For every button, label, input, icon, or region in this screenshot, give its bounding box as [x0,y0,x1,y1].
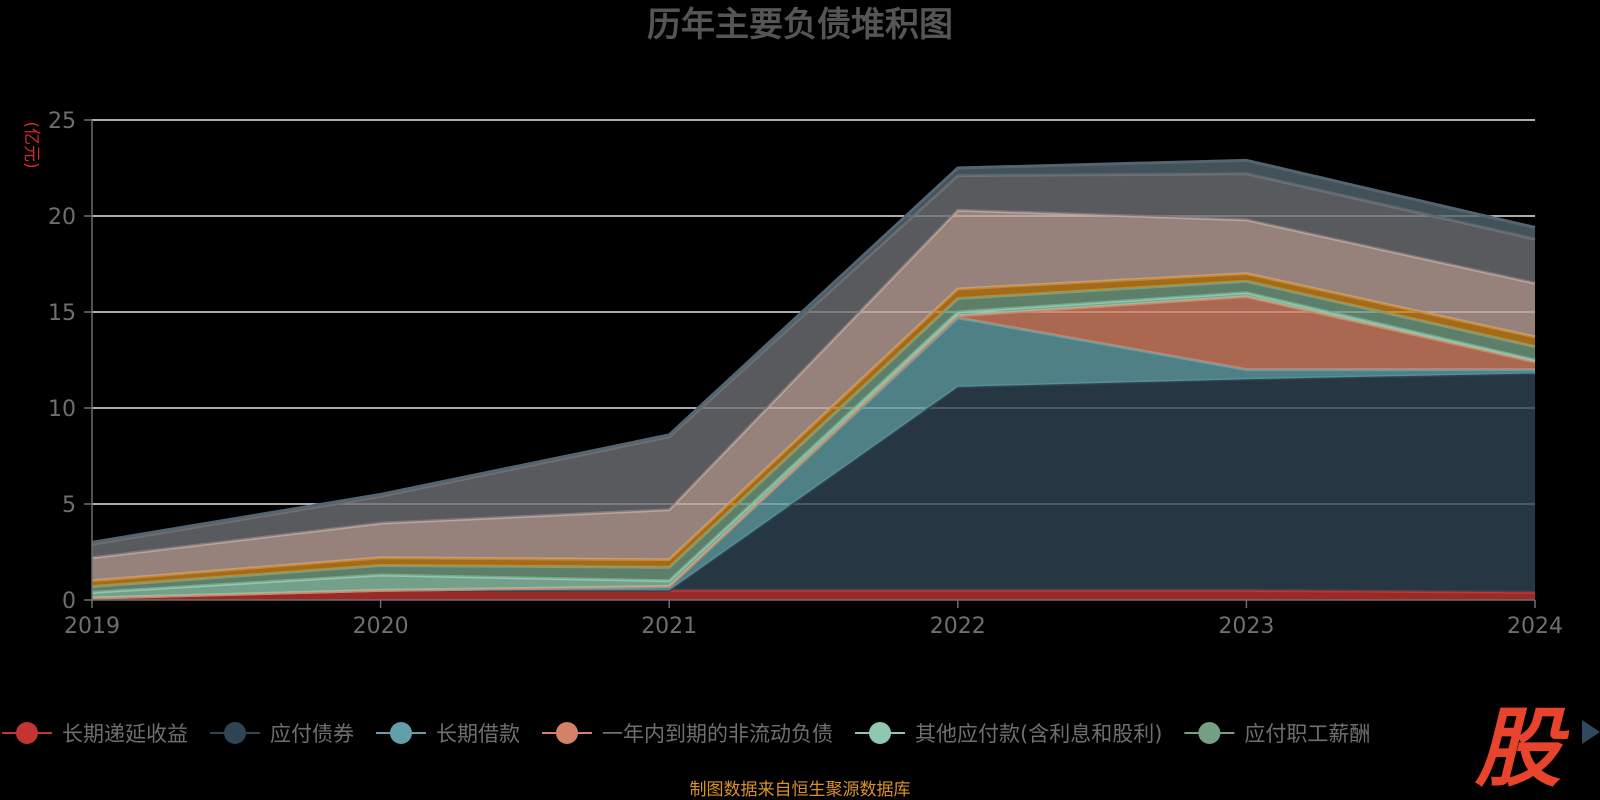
legend-circle-marker [16,722,38,744]
y-tick-label: 5 [62,493,76,518]
y-tick-label: 20 [48,205,76,230]
legend-next-page-icon[interactable] [1582,720,1600,744]
axes: 0 5 10 15 20 25 2019 2020 2021 2022 2023 2024 [48,109,1563,639]
legend-circle-marker [556,722,578,744]
series-area-6 [92,273,1535,587]
y-tick-label: 0 [62,589,76,614]
legend-item[interactable]: 其他应付款(含利息和股利) [855,722,1162,746]
legend-circle-marker [869,722,891,744]
x-tick-label: 2021 [641,614,697,639]
x-tick-label: 2024 [1507,614,1563,639]
series-area-0 [92,590,1535,600]
chart-title: 历年主要负债堆积图 [647,5,953,45]
series-area-9 [92,160,1535,545]
legend-item[interactable]: 长期借款 [376,722,520,746]
series-line-9 [91,158,1536,544]
series-area-2 [92,317,1535,599]
x-tick-label: 2023 [1218,614,1274,639]
legend-label: 长期借款 [436,722,520,746]
legend-label: 其他应付款(含利息和股利) [915,722,1162,746]
y-tick-label: 10 [48,397,76,422]
legend[interactable]: 长期递延收益 应付债券 长期借款 一年内到期的非流动负债 其他应付款(含利息和股利) 应付… [2,722,1370,746]
y-tick-label: 15 [48,301,76,326]
legend-label: 一年内到期的非流动负债 [602,722,833,746]
series-area-7 [92,210,1535,581]
legend-label: 应付债券 [270,722,354,746]
series-area-5 [92,281,1535,593]
data-source-note: 制图数据来自恒生聚源数据库 [690,780,911,800]
x-tick-label: 2022 [930,614,986,639]
legend-item[interactable]: 长期递延收益 [2,722,188,746]
legend-item[interactable]: 一年内到期的非流动负债 [542,722,833,746]
y-tick-label: 25 [48,109,76,134]
series-area-1 [92,373,1535,599]
x-tick-label: 2019 [64,614,120,639]
brand-logo: 股 [1474,699,1570,799]
x-tick-label: 2020 [353,614,409,639]
legend-item[interactable]: 应付债券 [210,722,354,746]
legend-circle-marker [224,722,246,744]
legend-label: 长期递延收益 [62,722,188,746]
legend-circle-marker [390,722,412,744]
legend-label: 应付职工薪酬 [1244,722,1370,746]
area-series [91,158,1536,600]
series-area-8 [92,173,1535,558]
legend-circle-marker [1198,722,1221,744]
legend-item[interactable]: 应付职工薪酬 [1184,722,1370,746]
y-axis-unit-label: (亿元) [21,121,41,168]
